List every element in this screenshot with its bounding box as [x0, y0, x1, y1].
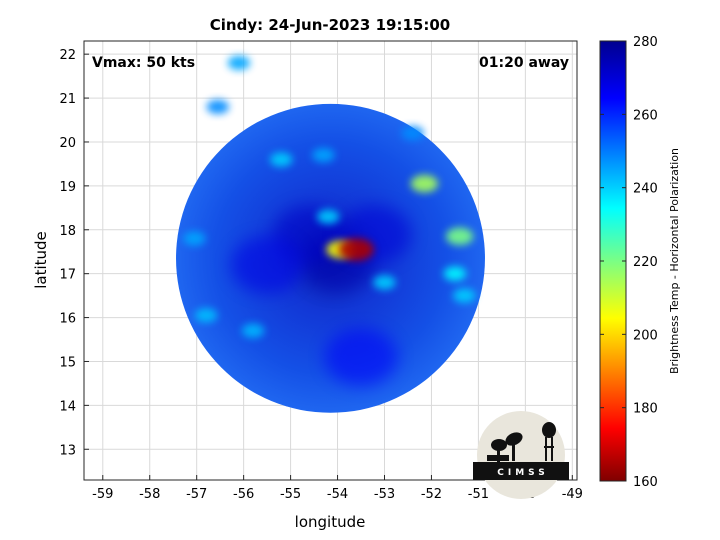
convective-cell: [206, 99, 230, 115]
convective-cell: [373, 275, 396, 290]
convective-cell: [443, 266, 467, 281]
y-axis-label: latitude: [32, 231, 50, 289]
y-tick-label: 16: [59, 312, 76, 327]
convective-features: [183, 55, 476, 386]
convective-cell: [453, 288, 476, 303]
convective-cell: [312, 147, 335, 163]
convective-cell: [269, 152, 293, 167]
y-tick-label: 17: [59, 268, 76, 283]
convective-cell: [227, 55, 251, 71]
x-axis-label: longitude: [295, 513, 366, 531]
colorbar-tick-label: 200: [633, 328, 658, 343]
x-tick-label: -54: [327, 487, 348, 502]
x-tick-label: -55: [280, 487, 301, 502]
time-away-annotation: 01:20 away: [479, 55, 569, 71]
convective-cell: [445, 227, 474, 246]
convective-cell: [241, 323, 265, 338]
colorbar-tick-label: 280: [633, 35, 658, 50]
y-tick-label: 15: [59, 355, 76, 370]
x-tick-label: -56: [233, 487, 254, 502]
y-tick-label: 19: [59, 180, 76, 195]
cimss-logo: CIMSS: [473, 411, 569, 499]
colorbar: 160 180 200 220 240 260 280 Brightness Temp - …: [599, 35, 681, 490]
colorbar-tick-label: 180: [633, 402, 658, 417]
x-tick-label: -53: [374, 487, 395, 502]
y-tick-label: 18: [59, 224, 76, 239]
colorbar-gradient: [599, 40, 627, 482]
convective-cell: [194, 308, 218, 323]
x-tick-label: -59: [92, 487, 113, 502]
x-tick-label: -57: [186, 487, 207, 502]
vmax-annotation: Vmax: 50 kts: [92, 55, 195, 71]
x-tick-label: -51: [468, 487, 489, 502]
warm-region: [230, 236, 304, 294]
y-tick-label: 20: [59, 136, 76, 151]
convective-cell: [316, 209, 340, 224]
y-ticks: 13 14 15 16 17 18 19 20 21 22: [59, 48, 89, 458]
y-tick-label: 14: [59, 399, 76, 414]
y-tick-label: 21: [59, 92, 76, 107]
convective-cell: [401, 125, 424, 141]
y-tick-label: 22: [59, 48, 76, 63]
warm-region: [324, 328, 398, 386]
y-tick-label: 13: [59, 443, 76, 458]
colorbar-tick-label: 220: [633, 255, 658, 270]
x-tick-label: -52: [421, 487, 442, 502]
chart-title: Cindy: 24-Jun-2023 19:15:00: [210, 16, 450, 34]
convective-cell: [183, 231, 206, 246]
x-tick-label: -58: [139, 487, 160, 502]
convective-cell: [410, 174, 439, 193]
x-tick-label: -49: [562, 487, 583, 502]
convective-cell: [338, 238, 374, 261]
colorbar-tick-label: 260: [633, 108, 658, 123]
colorbar-label: Brightness Temp - Horizontal Polarizatio…: [668, 148, 681, 374]
colorbar-ticks: 160 180 200 220 240 260 280: [600, 35, 658, 490]
axes-frame: [83, 40, 578, 481]
colorbar-tick-label: 240: [633, 182, 658, 197]
colorbar-tick-label: 160: [633, 475, 658, 490]
logo-text: CIMSS: [497, 468, 548, 478]
